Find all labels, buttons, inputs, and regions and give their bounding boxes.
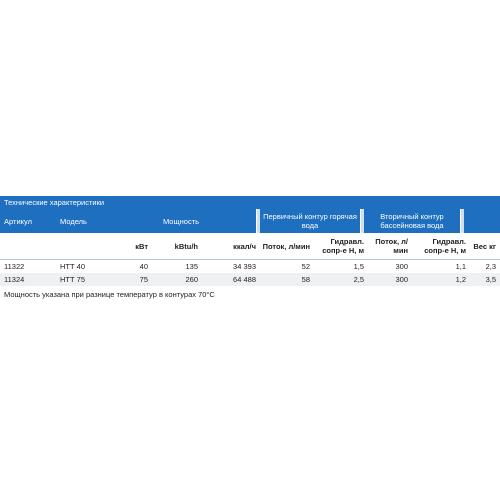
header-gap-1 xyxy=(256,209,260,233)
sub-header-flow1: Поток, л/мин xyxy=(262,241,310,251)
table-title: Технические характеристики xyxy=(0,196,500,209)
cell-flow2: 300 xyxy=(395,275,408,284)
cell-article: 11322 xyxy=(4,262,25,271)
sub-header-kbtu: kBtu/h xyxy=(174,241,198,251)
table-row: 11324 НТТ 75 75 260 64 488 58 2,5 300 1,… xyxy=(0,273,500,286)
cell-kcal: 64 488 xyxy=(233,275,256,284)
cell-weight: 2,3 xyxy=(485,262,496,271)
sub-header-hydr2: Гидравл. сопр-е Н, м xyxy=(424,237,466,255)
sub-header-flow2: Поток, л/мин xyxy=(375,237,408,255)
sub-header-kcal: ккал/ч xyxy=(233,241,256,251)
header-gap-3 xyxy=(460,209,464,233)
cell-weight: 3,5 xyxy=(485,275,496,284)
cell-model: НТТ 40 xyxy=(60,262,86,271)
sub-header-spacer xyxy=(0,233,106,259)
cell-flow1: 58 xyxy=(301,275,310,284)
header-model: Модель xyxy=(56,209,106,233)
cell-article: 11324 xyxy=(4,275,25,284)
header-gap-2 xyxy=(360,209,364,233)
header-power: Мощность xyxy=(106,209,256,233)
cell-kbtu: 135 xyxy=(185,262,198,271)
cell-flow1: 52 xyxy=(301,262,310,271)
cell-hydr2: 1,2 xyxy=(455,275,466,284)
cell-hydr1: 2,5 xyxy=(353,275,364,284)
header-blank xyxy=(464,209,500,233)
sub-header-kw: кВт xyxy=(135,241,148,251)
spec-table: Технические характеристики Артикул Модел… xyxy=(0,196,500,299)
table-row: 11322 НТТ 40 40 135 34 393 52 1,5 300 1,… xyxy=(0,259,500,273)
sub-header-weight: Вес кг xyxy=(473,241,496,251)
sub-header-row: кВт kBtu/h ккал/ч Поток, л/мин Гидравл. … xyxy=(0,233,500,259)
cell-model: НТТ 75 xyxy=(60,275,86,284)
sub-header-hydr1: Гидравл. сопр-е Н, м xyxy=(322,237,364,255)
cell-kw: 75 xyxy=(139,275,148,284)
header-article: Артикул xyxy=(0,209,56,233)
group-header-row: Артикул Модель Мощность Первичный контур… xyxy=(0,209,500,233)
cell-hydr2: 1,1 xyxy=(455,262,466,271)
cell-kw: 40 xyxy=(139,262,148,271)
cell-kbtu: 260 xyxy=(185,275,198,284)
cell-hydr1: 1,5 xyxy=(353,262,364,271)
header-primary: Первичный контур горячая вода xyxy=(260,209,360,233)
footnote: Мощность указана при разнице температур … xyxy=(4,290,215,299)
cell-flow2: 300 xyxy=(395,262,408,271)
header-secondary: Вторичный контур бассейновая вода xyxy=(364,209,460,233)
cell-kcal: 34 393 xyxy=(233,262,256,271)
